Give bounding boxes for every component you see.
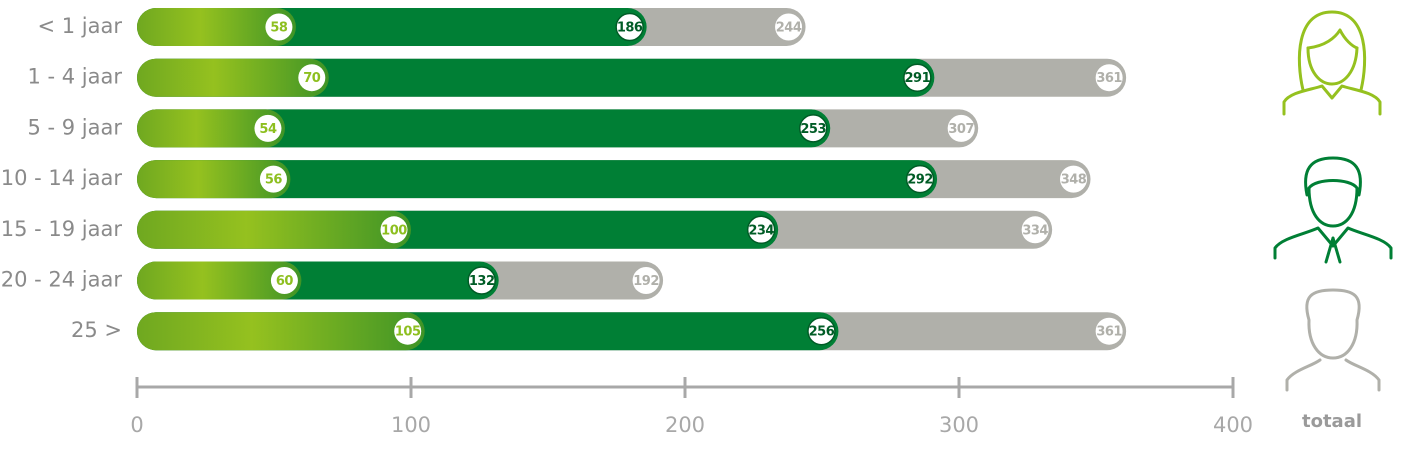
value-label: 253 — [800, 122, 826, 137]
value-label: 56 — [265, 173, 283, 188]
value-label: 132 — [469, 274, 495, 289]
value-label: 234 — [748, 223, 774, 238]
bar — [137, 160, 291, 199]
icon-male — [1273, 156, 1393, 264]
value-label: 54 — [259, 122, 277, 137]
x-tick-label: 300 — [939, 413, 979, 437]
bar — [137, 58, 935, 97]
value-badge — [746, 215, 776, 245]
value-badge — [380, 216, 408, 244]
category-label: < 1 jaar — [37, 14, 122, 38]
category-label: 20 - 24 jaar — [1, 268, 123, 292]
bar — [137, 109, 831, 148]
value-badge — [298, 64, 326, 92]
value-badge — [1095, 64, 1123, 92]
value-badge — [798, 114, 828, 143]
value-label: 244 — [776, 21, 802, 36]
value-badge — [615, 12, 644, 42]
bar — [137, 58, 329, 97]
value-label: 58 — [270, 21, 288, 36]
value-badge — [905, 164, 935, 194]
value-label: 256 — [809, 325, 835, 340]
value-label: 348 — [1061, 173, 1087, 188]
value-badge — [1060, 165, 1088, 193]
value-label: 192 — [633, 274, 659, 289]
category-label: 1 - 4 jaar — [27, 65, 122, 89]
value-badge — [1095, 317, 1123, 345]
icon-total — [1285, 288, 1381, 392]
value-badge — [270, 267, 298, 294]
value-badge — [467, 266, 496, 295]
bar — [137, 109, 285, 148]
value-label: 60 — [276, 274, 294, 289]
bar — [137, 8, 296, 46]
value-badge — [947, 114, 975, 142]
value-badge — [632, 267, 660, 294]
value-label: 100 — [381, 223, 407, 238]
bar — [137, 210, 411, 249]
value-badge — [259, 165, 287, 193]
value-label: 307 — [948, 122, 974, 137]
bar — [137, 261, 302, 300]
x-tick-label: 200 — [665, 413, 705, 437]
value-label: 292 — [907, 173, 933, 188]
value-badge — [394, 317, 422, 345]
icon-female — [1282, 10, 1382, 116]
bar — [137, 312, 425, 351]
x-tick-label: 0 — [130, 413, 143, 437]
legend-icons — [1273, 10, 1393, 392]
value-label: 361 — [1096, 71, 1122, 86]
value-label: 186 — [617, 21, 643, 36]
bar — [137, 160, 938, 199]
value-label: 70 — [303, 71, 321, 86]
category-label: 15 - 19 jaar — [1, 217, 123, 241]
value-label: 361 — [1096, 325, 1122, 340]
value-badge — [254, 114, 282, 142]
x-tick-label: 400 — [1213, 413, 1253, 437]
category-label: 5 - 9 jaar — [27, 115, 122, 139]
category-label: 10 - 14 jaar — [1, 166, 123, 190]
value-label: 291 — [905, 71, 931, 86]
value-badge — [807, 316, 836, 346]
value-label: 334 — [1022, 223, 1048, 238]
x-tick-label: 100 — [391, 413, 431, 437]
value-badge — [775, 13, 803, 41]
legend-label: totaal — [1302, 411, 1362, 432]
value-badge — [265, 13, 293, 41]
value-badge — [903, 63, 932, 92]
category-label: 25 > — [71, 318, 122, 342]
value-label: 105 — [395, 325, 421, 340]
value-badge — [1021, 216, 1049, 244]
